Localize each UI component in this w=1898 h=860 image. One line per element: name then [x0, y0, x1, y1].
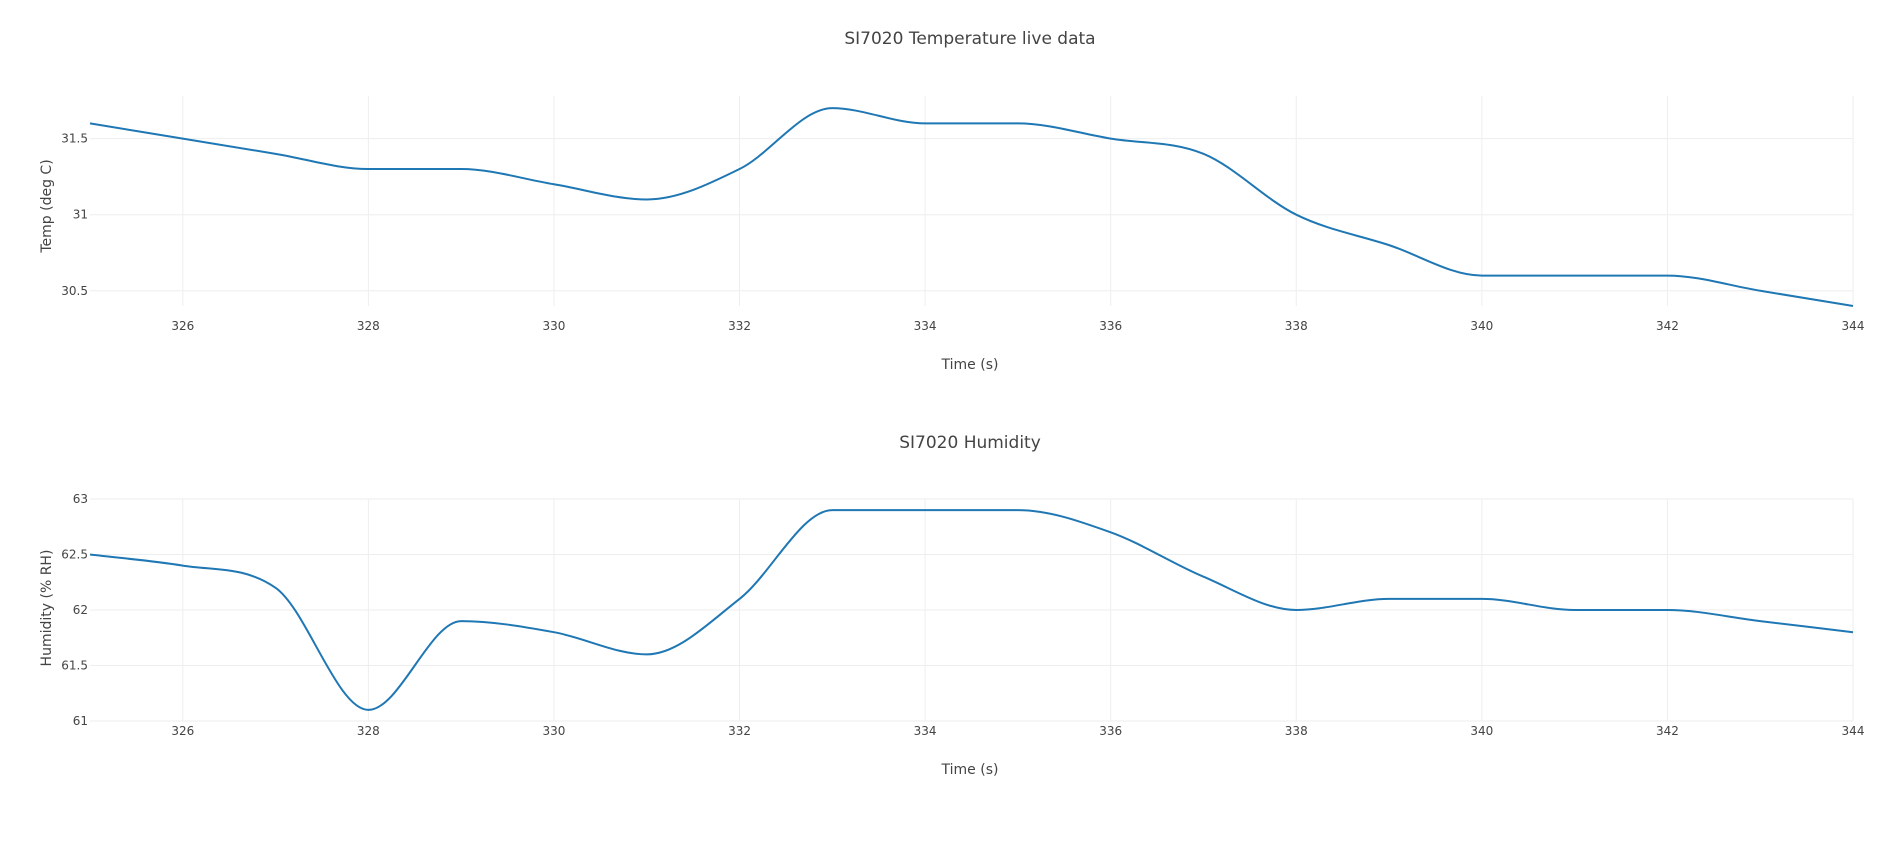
humidity-x-tick-label: 342 — [1656, 724, 1679, 738]
temperature-x-tick-label: 336 — [1099, 319, 1122, 333]
temperature-y-tick-label: 31.5 — [61, 132, 88, 146]
temperature-chart-svg: 326 328 330 332 334 336 338 340 342 344 30.5 31 31.… — [39, 29, 1865, 373]
humidity-x-tick-label: 332 — [728, 724, 751, 738]
temperature-x-tick-label: 338 — [1285, 319, 1308, 333]
humidity-y-tick-label: 63 — [73, 492, 88, 506]
humidity-x-tick-label: 334 — [914, 724, 937, 738]
humidity-x-tick-label: 330 — [542, 724, 565, 738]
temperature-x-tick-label: 344 — [1842, 319, 1865, 333]
humidity-x-tick-label: 340 — [1470, 724, 1493, 738]
temperature-series-line — [89, 107, 1854, 307]
humidity-y-tick-label: 61 — [73, 714, 88, 728]
humidity-series-line — [89, 509, 1854, 711]
humidity-x-axis-title: Time (s) — [941, 762, 999, 778]
humidity-y-axis-title: Humidity (% RH) — [39, 550, 55, 667]
temperature-chart: 326 328 330 332 334 336 338 340 342 344 30.5 31 31.… — [0, 0, 1898, 400]
humidity-chart: 326 328 330 332 334 336 338 340 342 344 61 61.5 62 6… — [0, 400, 1898, 856]
temperature-x-tick-label: 330 — [542, 319, 565, 333]
humidity-x-tick-label: 336 — [1099, 724, 1122, 738]
humidity-x-tick-label: 338 — [1285, 724, 1308, 738]
humidity-y-tick-label: 62 — [73, 603, 88, 617]
humidity-chart-title: SI7020 Humidity — [899, 433, 1041, 453]
temperature-x-tick-label: 332 — [728, 319, 751, 333]
temperature-x-tick-label: 326 — [171, 319, 194, 333]
humidity-x-tick-label: 328 — [357, 724, 380, 738]
humidity-x-tick-label: 344 — [1842, 724, 1865, 738]
temperature-x-tick-label: 340 — [1470, 319, 1493, 333]
humidity-y-tick-label: 61.5 — [61, 659, 88, 673]
temperature-y-axis-title: Temp (deg C) — [39, 159, 55, 253]
temperature-y-tick-label: 30.5 — [61, 284, 88, 298]
humidity-x-tick-label: 326 — [171, 724, 194, 738]
humidity-chart-svg: 326 328 330 332 334 336 338 340 342 344 61 61.5 62 6… — [39, 433, 1865, 778]
temperature-y-tick-label: 31 — [73, 208, 88, 222]
humidity-y-tick-label: 62.5 — [61, 548, 88, 562]
temperature-x-tick-label: 334 — [914, 319, 937, 333]
temperature-x-axis-title: Time (s) — [941, 357, 999, 373]
temperature-chart-title: SI7020 Temperature live data — [844, 29, 1095, 49]
temperature-x-tick-label: 342 — [1656, 319, 1679, 333]
temperature-x-tick-label: 328 — [357, 319, 380, 333]
